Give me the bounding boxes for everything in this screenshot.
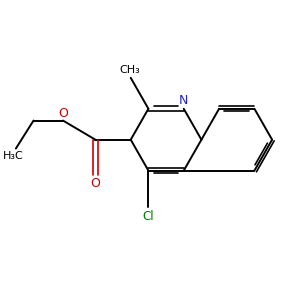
Text: O: O <box>90 177 100 190</box>
Text: N: N <box>179 94 188 107</box>
Text: Cl: Cl <box>142 210 154 223</box>
Text: O: O <box>58 107 68 120</box>
Text: H₃C: H₃C <box>2 151 23 161</box>
Text: CH₃: CH₃ <box>119 64 140 75</box>
